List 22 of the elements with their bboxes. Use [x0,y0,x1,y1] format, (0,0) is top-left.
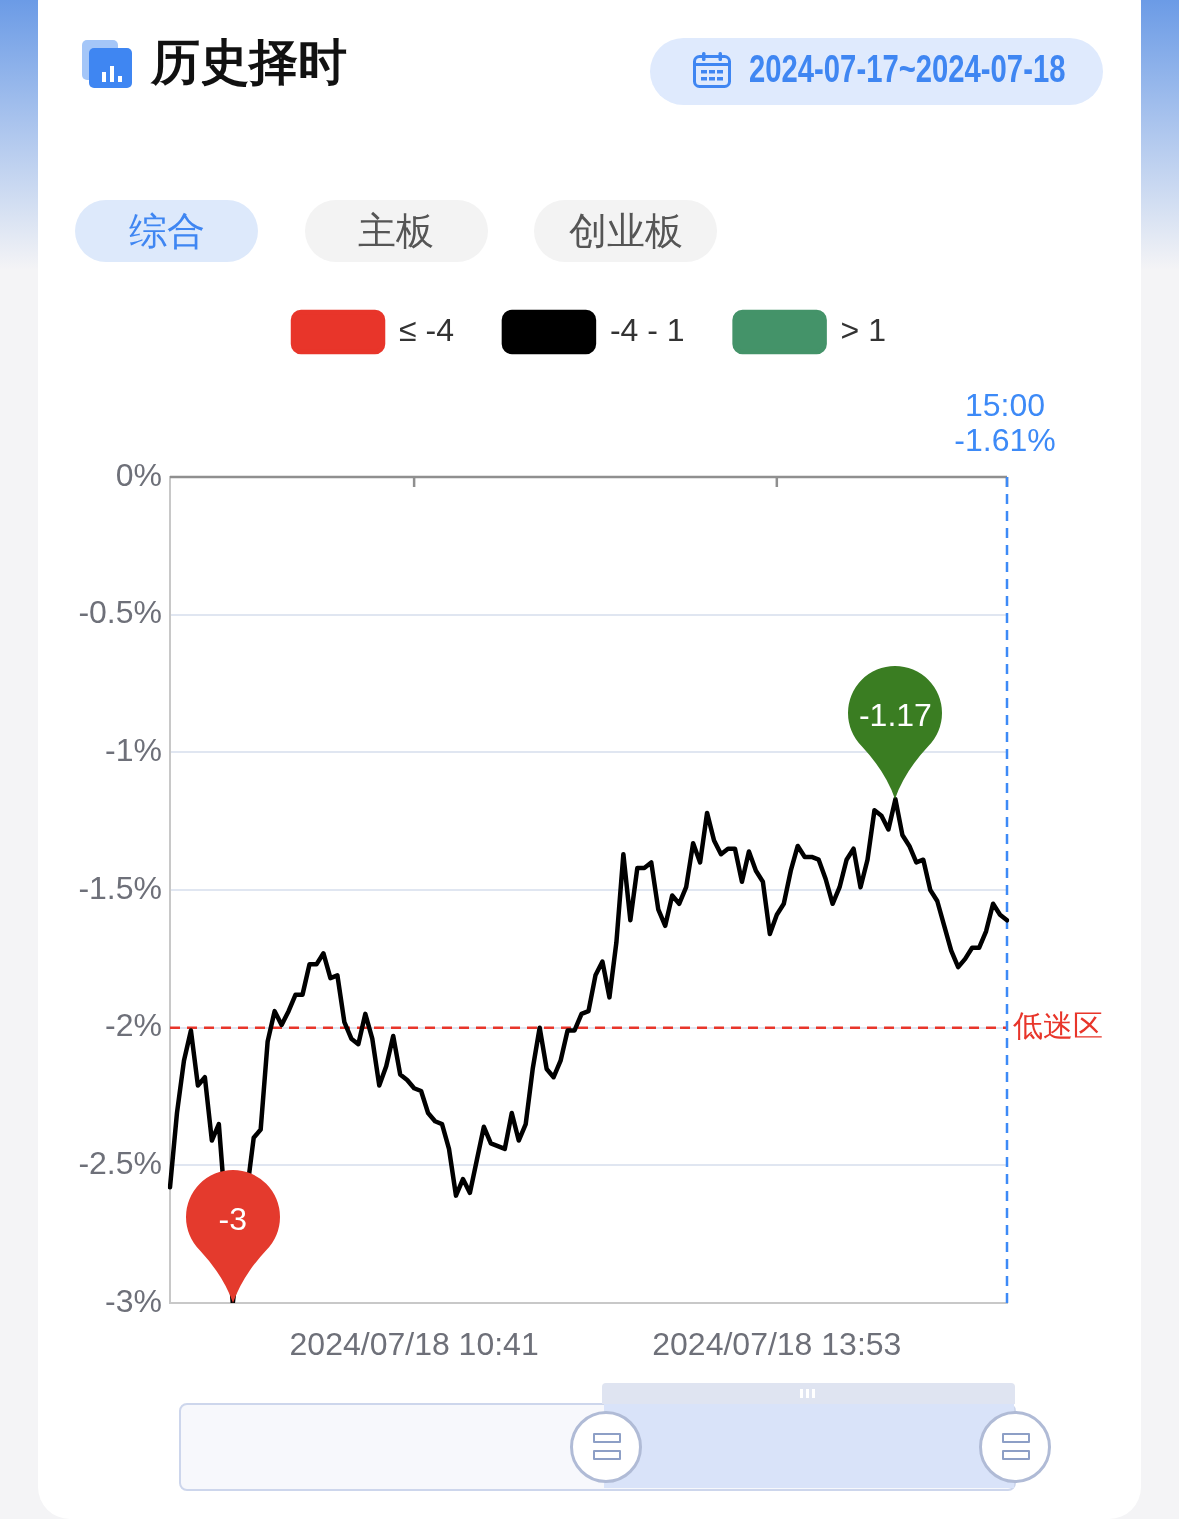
legend-label: ≤ -4 [399,311,454,348]
ref-line-label: 低迷区 [1013,1008,1103,1042]
y-tick-label: -1.5% [78,869,162,906]
data-label: -3 [218,1201,247,1237]
y-tick-label: -0.5% [78,594,162,631]
y-tick-label: -2% [105,1007,162,1044]
chart-subtitle: 2024-07-17~2024-07-18 [749,47,1066,91]
data-label: -1.17 [858,697,932,734]
x-tick-label: 2024/07/18 13:53 [652,1326,902,1363]
text: 综合 [128,209,205,254]
x-tick-label: 2024/07/18 10:41 [289,1326,539,1363]
y-tick-label: -1% [105,732,162,769]
ref-line-label: -1.61% [954,421,1056,458]
chart-title: 历史择时 [151,34,347,91]
x-tick-label: 15:00 [964,386,1046,423]
legend-label: -4 - 1 [609,311,685,348]
y-tick-label: -3% [105,1282,162,1319]
legend-label: > 1 [840,311,886,348]
y-tick-label: 0% [115,456,162,493]
y-tick-label: -2.5% [78,1145,162,1182]
text: 创业板 [568,209,683,254]
text: 主板 [358,209,434,254]
